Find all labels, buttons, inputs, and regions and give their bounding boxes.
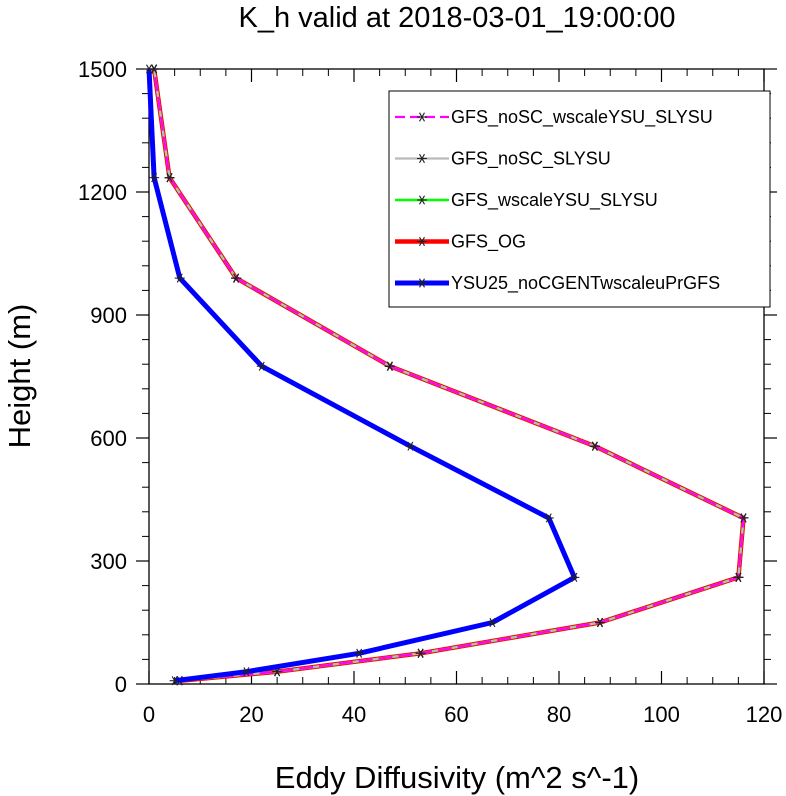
legend-entry: YSU25_noCGENTwscaleuPrGFS (395, 273, 720, 294)
data-point (487, 617, 498, 628)
data-point (231, 273, 242, 283)
x-tick-label: 80 (547, 702, 571, 727)
x-tick-label: 20 (239, 702, 263, 727)
legend-box (388, 90, 771, 308)
legend: GFS_noSC_wscaleYSU_SLYSU GFS_noSC_SLYSU GF… (388, 90, 771, 308)
legend-marker (417, 278, 427, 288)
data-point (174, 273, 185, 283)
legend-label: YSU25_noCGENTwscaleuPrGFS (451, 273, 720, 294)
legend-entry: GFS_noSC_wscaleYSU_SLYSU (395, 107, 713, 128)
data-point (733, 572, 744, 583)
y-tick-label: 600 (90, 426, 127, 451)
series-ysu25-nocgentwscaleuprgfs (144, 64, 580, 686)
x-axis-title: Eddy Diffusivity (m^2 s^-1) (275, 760, 639, 795)
x-tick-label: 120 (746, 702, 783, 727)
legend-entry: GFS_OG (395, 232, 526, 253)
data-point (241, 667, 252, 677)
data-point (595, 617, 605, 628)
x-axis: 0 20 40 60 80 100 120 (143, 69, 782, 727)
data-point (738, 513, 749, 523)
legend-marker (417, 153, 427, 164)
data-point (384, 361, 395, 371)
y-axis-title: Height (m) (2, 304, 37, 449)
legend-label: GFS_noSC_wscaleYSU_SLYSU (451, 107, 713, 128)
y-tick-label: 0 (115, 672, 127, 697)
data-point (149, 173, 160, 183)
data-point (543, 513, 554, 523)
data-point (415, 648, 426, 658)
data-point (354, 648, 365, 658)
legend-marker (417, 236, 427, 247)
x-tick-label: 60 (444, 702, 468, 727)
x-tick-label: 0 (143, 702, 155, 727)
y-tick-label: 1500 (78, 57, 127, 82)
data-point (164, 173, 175, 183)
legend-entry: GFS_noSC_SLYSU (395, 149, 611, 170)
y-tick-label: 1200 (78, 180, 127, 205)
legend-label: GFS_OG (451, 232, 526, 253)
series-gfs-nosc-wscaleysu-slysu (149, 64, 749, 686)
x-tick-label: 40 (342, 702, 366, 727)
y-tick-label: 300 (90, 549, 127, 574)
data-point (405, 441, 416, 451)
data-point (144, 64, 154, 74)
data-point (589, 441, 600, 451)
legend-entry: GFS_wscaleYSU_SLYSU (395, 190, 658, 211)
series-layer (144, 64, 749, 686)
legend-label: GFS_noSC_SLYSU (451, 149, 611, 170)
data-point (569, 572, 580, 583)
x-tick-label: 100 (643, 702, 680, 727)
legend-marker (417, 112, 427, 122)
data-point (256, 361, 267, 371)
legend-label: GFS_wscaleYSU_SLYSU (451, 190, 658, 211)
chart-title: K_h valid at 2018-03-01_19:00:00 (239, 2, 676, 34)
legend-marker (417, 195, 427, 205)
data-point (169, 676, 180, 686)
y-tick-label: 900 (90, 303, 127, 328)
